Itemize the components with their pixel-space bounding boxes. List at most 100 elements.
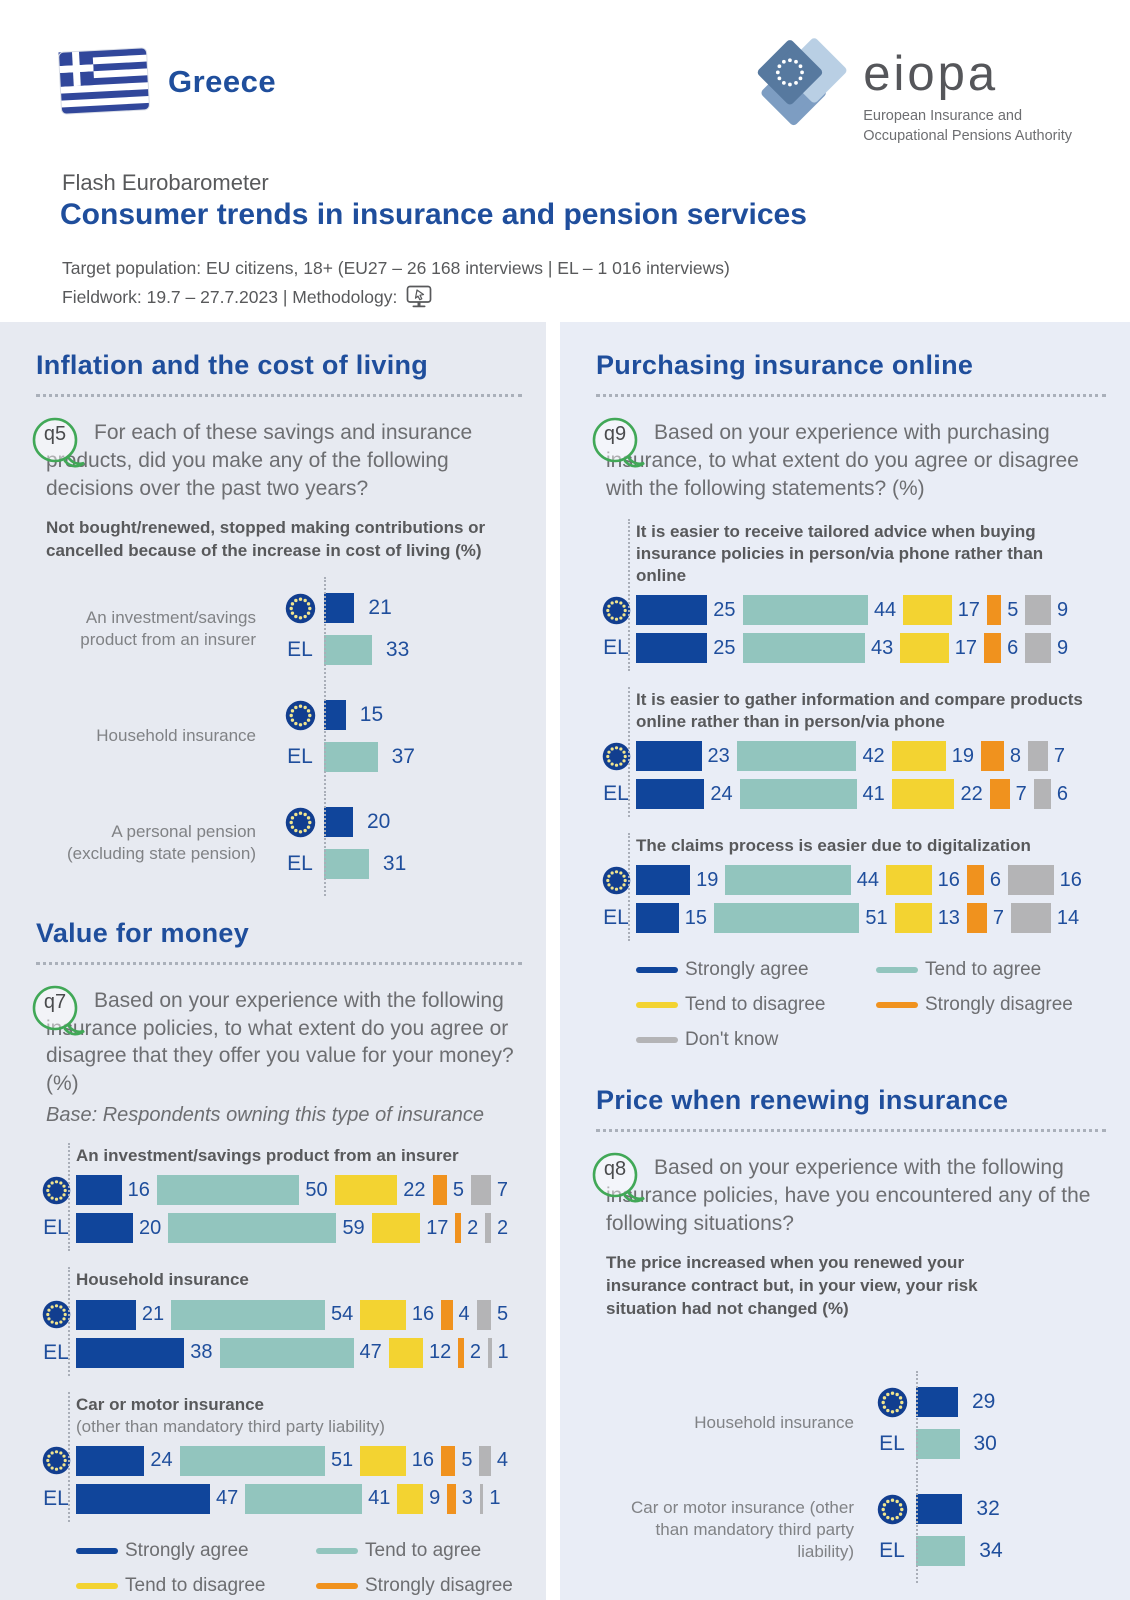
value-label: 43 [871, 636, 894, 659]
bar-row: EL 15 51 13 7 14 [596, 903, 1106, 934]
stacked-bar: 25 44 17 5 9 [636, 595, 1075, 626]
bar-segment-strongly_agree [76, 1299, 136, 1330]
stacked-group: It is easier to gather information and c… [596, 687, 1106, 818]
bar-segment-tend_agree [736, 741, 857, 772]
bar-segment-strongly_agree [76, 1445, 145, 1476]
bar-row: EL 20 59 17 2 2 [36, 1213, 522, 1244]
value-label: 6 [1056, 782, 1068, 805]
bar-segment-tend_agree [714, 903, 860, 934]
value-label: 19 [951, 744, 975, 767]
eiopa-logo-icon [747, 34, 859, 134]
category-label: An investment/savings product from an in… [80, 608, 256, 650]
speech-bubble-icon: q8 [588, 1150, 646, 1208]
value-label: 16 [127, 1178, 150, 1201]
value-label: 22 [960, 782, 983, 805]
base-note: Base: Respondents owning this type of in… [46, 1104, 485, 1127]
chart-row-group: A personal pension (excluding state pens… [36, 790, 522, 896]
bar-segment-strongly_agree [636, 865, 691, 896]
stacked-group: An investment/savings product from an in… [36, 1143, 522, 1252]
eu-flag-cell [36, 1446, 76, 1475]
question-id: q5 [43, 423, 67, 445]
category-label: Car or motor insurance (other than manda… [631, 1498, 854, 1562]
el-label-cell: EL [596, 636, 636, 660]
statement-label: Household insurance [76, 1270, 249, 1290]
bar-row: EL 47 41 9 3 1 [36, 1483, 522, 1514]
el-label-cell: EL [868, 1432, 916, 1456]
methodology-monitor-icon[interactable] [405, 284, 433, 310]
eu-bar [916, 1387, 958, 1418]
speech-bubble-icon: q9 [588, 415, 646, 473]
bar-row: EL 33 [276, 632, 409, 669]
value-label: 25 [713, 598, 736, 621]
target-population-line: Target population: EU citizens, 18+ (EU2… [62, 258, 730, 278]
value-label: 30 [973, 1432, 997, 1456]
report-kicker: Flash Eurobarometer [62, 170, 269, 195]
stacked-bar: 23 42 19 8 7 [636, 741, 1072, 772]
question-id: q9 [603, 423, 627, 445]
value-label: 24 [150, 1449, 173, 1472]
legend-item-tend_disagree: Tend to disagree [636, 994, 876, 1016]
value-label: 12 [428, 1341, 452, 1364]
value-label: 20 [367, 810, 391, 834]
el-label: EL [879, 1539, 905, 1563]
report-title: Consumer trends in insurance and pension… [60, 198, 807, 231]
el-bar [324, 635, 372, 666]
legend-swatch [636, 967, 678, 974]
value-label: 7 [1053, 744, 1065, 767]
category-label: A personal pension (excluding state pens… [66, 822, 256, 864]
legend-label: Strongly agree [685, 959, 809, 981]
bar-segment-strongly_agree [76, 1213, 133, 1244]
legend-item-tend_agree: Tend to agree [876, 959, 1106, 981]
eu-flag-cell [36, 1300, 76, 1329]
bar-row: 25 44 17 5 9 [596, 595, 1106, 626]
el-label-cell: EL [36, 1216, 76, 1240]
legend-swatch [76, 1582, 118, 1589]
question-text: Based on your experience with purchasing… [606, 421, 1079, 500]
el-label: EL [287, 638, 313, 662]
eu-flag-icon [42, 1446, 70, 1475]
bar-segment-strongly_disagree [986, 595, 1002, 626]
legend-swatch [876, 967, 918, 974]
bar-row: EL 24 41 22 7 6 [596, 779, 1106, 810]
bar-segment-dont_know [488, 1337, 492, 1368]
value-label: 5 [452, 1178, 464, 1201]
legend-swatch [316, 1582, 358, 1589]
section-heading-price-renewing: Price when renewing insurance [596, 1085, 1009, 1116]
dotted-divider [596, 394, 1106, 397]
category-label: Household insurance [96, 726, 256, 746]
value-label: 9 [1057, 598, 1069, 621]
value-label: 16 [411, 1449, 435, 1472]
bar-segment-strongly_disagree [441, 1445, 456, 1476]
el-label-cell: EL [36, 1487, 76, 1511]
fieldwork-line: Fieldwork: 19.7 – 27.7.2023 | Methodolog… [62, 284, 433, 310]
value-label: 51 [865, 906, 888, 929]
eu-flag-cell [276, 807, 324, 838]
value-label: 19 [696, 868, 719, 891]
bar-segment-tend_agree [739, 779, 857, 810]
bar-segment-tend_disagree [360, 1299, 406, 1330]
el-label-cell: EL [276, 745, 324, 769]
value-label: 51 [330, 1449, 354, 1472]
value-label: 7 [496, 1178, 508, 1201]
eiopa-logo-text: eiopa European Insurance and Occupationa… [863, 34, 1072, 147]
value-label: 21 [368, 596, 392, 620]
right-column: Purchasing insurance online q9 Based on … [560, 322, 1130, 1600]
stacked-bar: 24 51 16 5 4 [76, 1445, 515, 1476]
bar-segment-dont_know [476, 1299, 491, 1330]
eu-flag-icon [42, 1300, 70, 1329]
value-label: 47 [359, 1341, 382, 1364]
value-label: 31 [382, 852, 407, 876]
bar-segment-tend_agree [245, 1483, 363, 1514]
chart-q8: Household insurance 29 EL 30 Car or motor in… [596, 1370, 1106, 1583]
country-title: Greece [168, 64, 277, 99]
statement-label: An investment/savings product from an in… [76, 1146, 459, 1166]
value-label: 17 [957, 598, 980, 621]
section-heading-value-for-money: Value for money [36, 917, 250, 948]
el-label-cell: EL [868, 1539, 916, 1563]
value-label: 8 [1009, 744, 1021, 767]
bar-rows: 15 EL 37 [276, 692, 415, 781]
stacked-bar: 20 59 17 2 2 [76, 1213, 515, 1244]
bar-segment-strongly_disagree [455, 1213, 462, 1244]
value-label: 6 [1007, 636, 1019, 659]
bar-segment-tend_disagree [903, 595, 952, 626]
